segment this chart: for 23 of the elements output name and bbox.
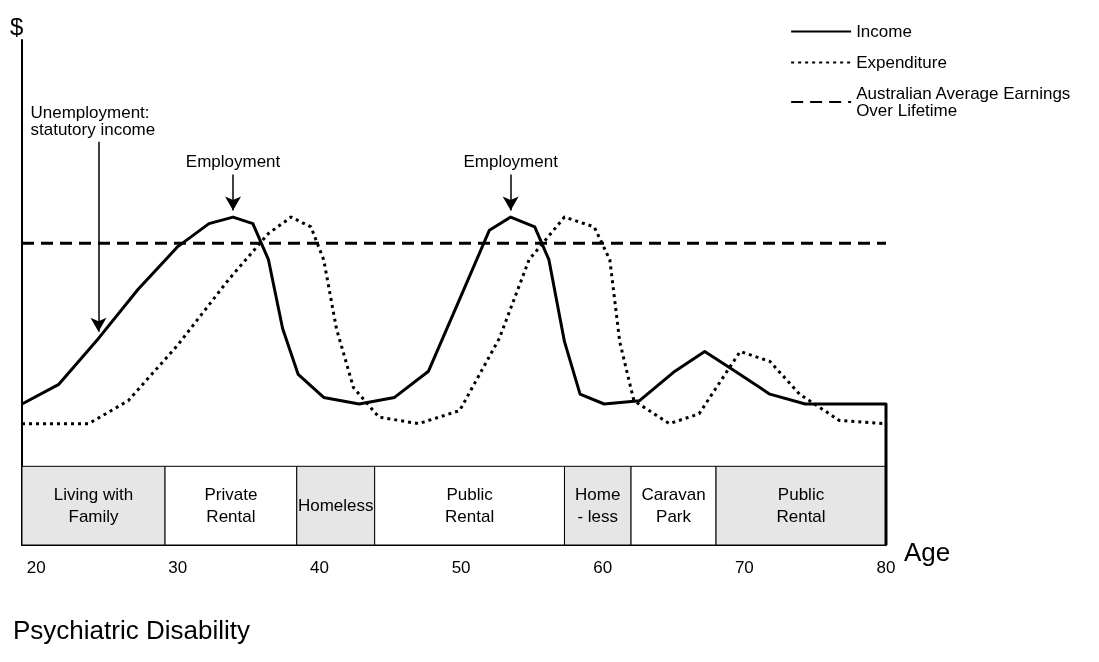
x-tick-label: 40 <box>309 558 329 577</box>
band-label: Private Rental <box>204 485 258 527</box>
annotation: Employment <box>185 152 281 172</box>
band-label: Caravan Park <box>641 485 706 527</box>
x-tick-label: 60 <box>593 558 613 577</box>
x-tick-label: 70 <box>734 558 754 577</box>
text: Psychiatric Disability <box>13 615 250 645</box>
annotation: Unemployment: statutory income <box>30 102 156 139</box>
x-tick-label: 20 <box>26 558 46 577</box>
legend-label: Australian Average Earnings Over Lifetime <box>856 84 1076 120</box>
x-axis-title: Age <box>904 537 951 567</box>
x-tick-label: 50 <box>451 558 471 577</box>
x-tick-label: 30 <box>168 558 188 577</box>
x-tick-label: 80 <box>876 558 896 577</box>
band-label: Living with Family <box>53 485 134 527</box>
band-label: Public Rental <box>445 485 495 527</box>
band-label: Public Rental <box>776 485 826 527</box>
text: $ <box>10 12 24 40</box>
band-label: Home - less <box>575 485 621 527</box>
legend-label: Income <box>856 22 912 41</box>
band-label: Homeless <box>297 496 374 516</box>
legend-label: Expenditure <box>856 53 947 72</box>
annotation: Employment <box>463 152 559 172</box>
